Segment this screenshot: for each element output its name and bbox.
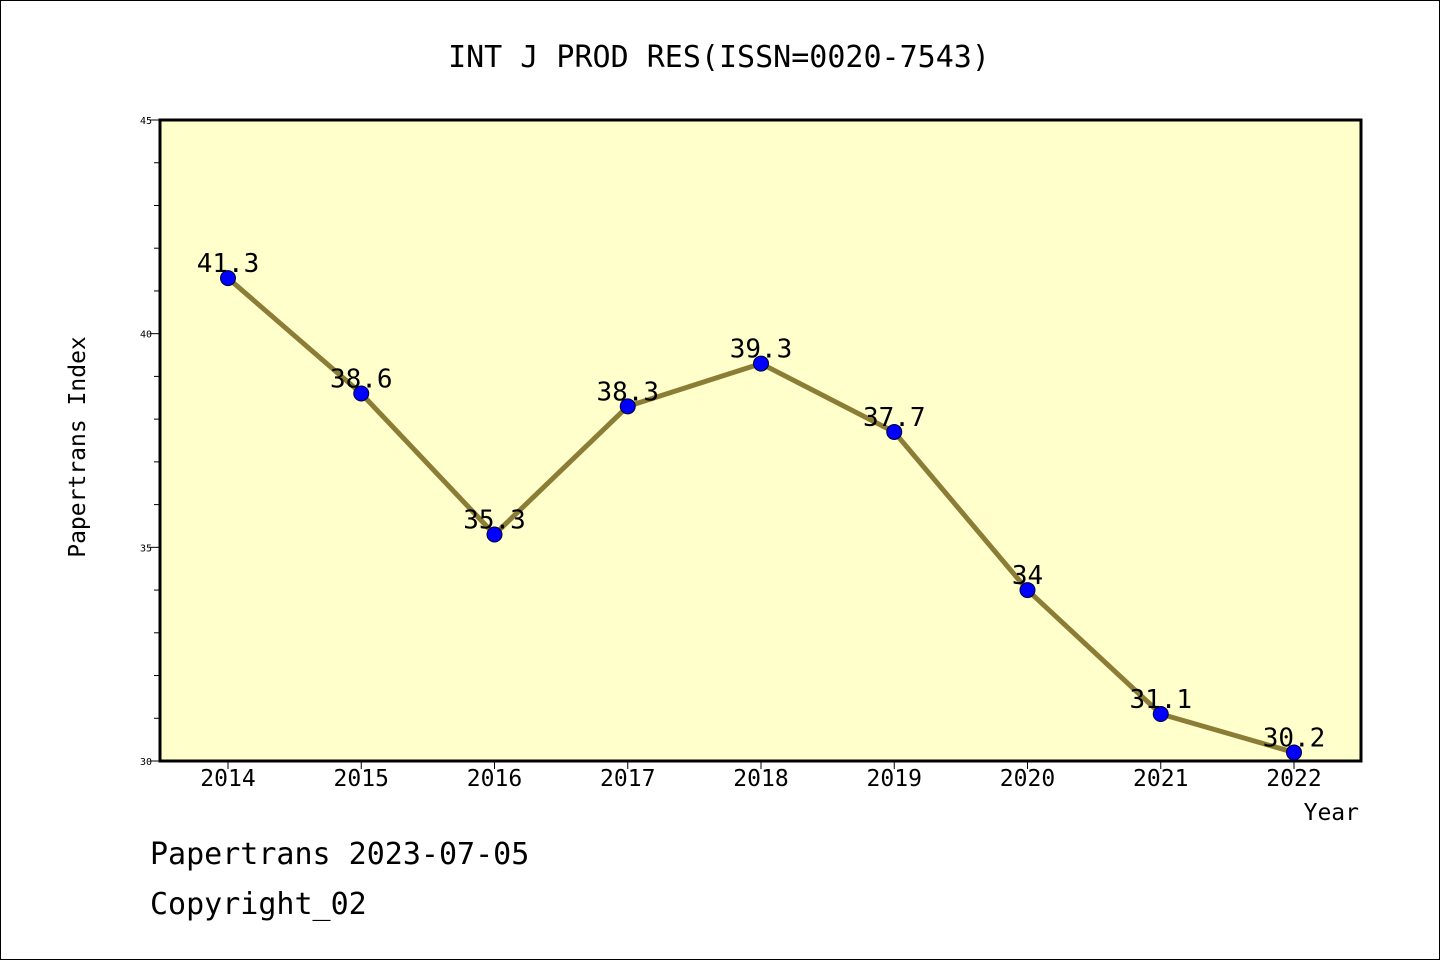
- x-tick-label: 2022: [1266, 766, 1321, 792]
- y-axis-title: Papertrans Index: [65, 336, 91, 558]
- footer-date: Papertrans 2023-07-05: [150, 837, 529, 872]
- y-tick-label: 40: [140, 330, 152, 341]
- data-label: 31.1: [1129, 685, 1192, 715]
- y-axis: 30 35 40 45: [140, 116, 160, 768]
- x-tick-label: 2020: [1000, 766, 1055, 792]
- data-point: [753, 355, 769, 372]
- y-tick-label: 45: [140, 116, 152, 127]
- x-tick-label: 2019: [867, 766, 922, 792]
- plot-area: [158, 118, 1363, 763]
- x-tick-label: 2021: [1133, 766, 1188, 792]
- data-point: [619, 398, 636, 415]
- data-label: 38.6: [330, 364, 393, 394]
- data-label: 41.3: [197, 249, 260, 279]
- data-point: [886, 423, 903, 440]
- data-label: 37.7: [863, 403, 926, 433]
- series-line-group: 41.3 38.6 35.3 38.3 39.3 37.7 34 31.1 30.2: [197, 249, 1326, 761]
- data-label: 30.2: [1263, 723, 1326, 753]
- x-tick-label: 2018: [733, 766, 788, 792]
- data-point: [1286, 744, 1302, 761]
- x-axis-title: Year: [1304, 800, 1359, 826]
- x-tick-label: 2017: [600, 766, 655, 792]
- y-tick-label: 30: [140, 757, 152, 768]
- x-tick-label: 2016: [467, 766, 522, 792]
- data-point: [486, 526, 503, 543]
- chart-title: INT J PROD RES(ISSN=0020-7543): [448, 40, 990, 75]
- x-axis: 2014 2015 2016 2017 2018 2019 2020 2021 2022: [200, 761, 1322, 792]
- data-label: 38.3: [596, 377, 659, 407]
- data-label: 39.3: [730, 335, 793, 365]
- data-label: 34: [1012, 561, 1043, 591]
- data-point: [1019, 582, 1036, 599]
- footer-copyright: Copyright_02: [150, 887, 367, 922]
- x-tick-label: 2014: [200, 766, 255, 792]
- data-label: 35.3: [463, 506, 526, 536]
- data-point: [220, 270, 236, 287]
- x-tick-label: 2015: [334, 766, 389, 792]
- y-tick-label: 35: [140, 543, 152, 554]
- data-point: [353, 385, 370, 402]
- data-point: [1152, 705, 1169, 722]
